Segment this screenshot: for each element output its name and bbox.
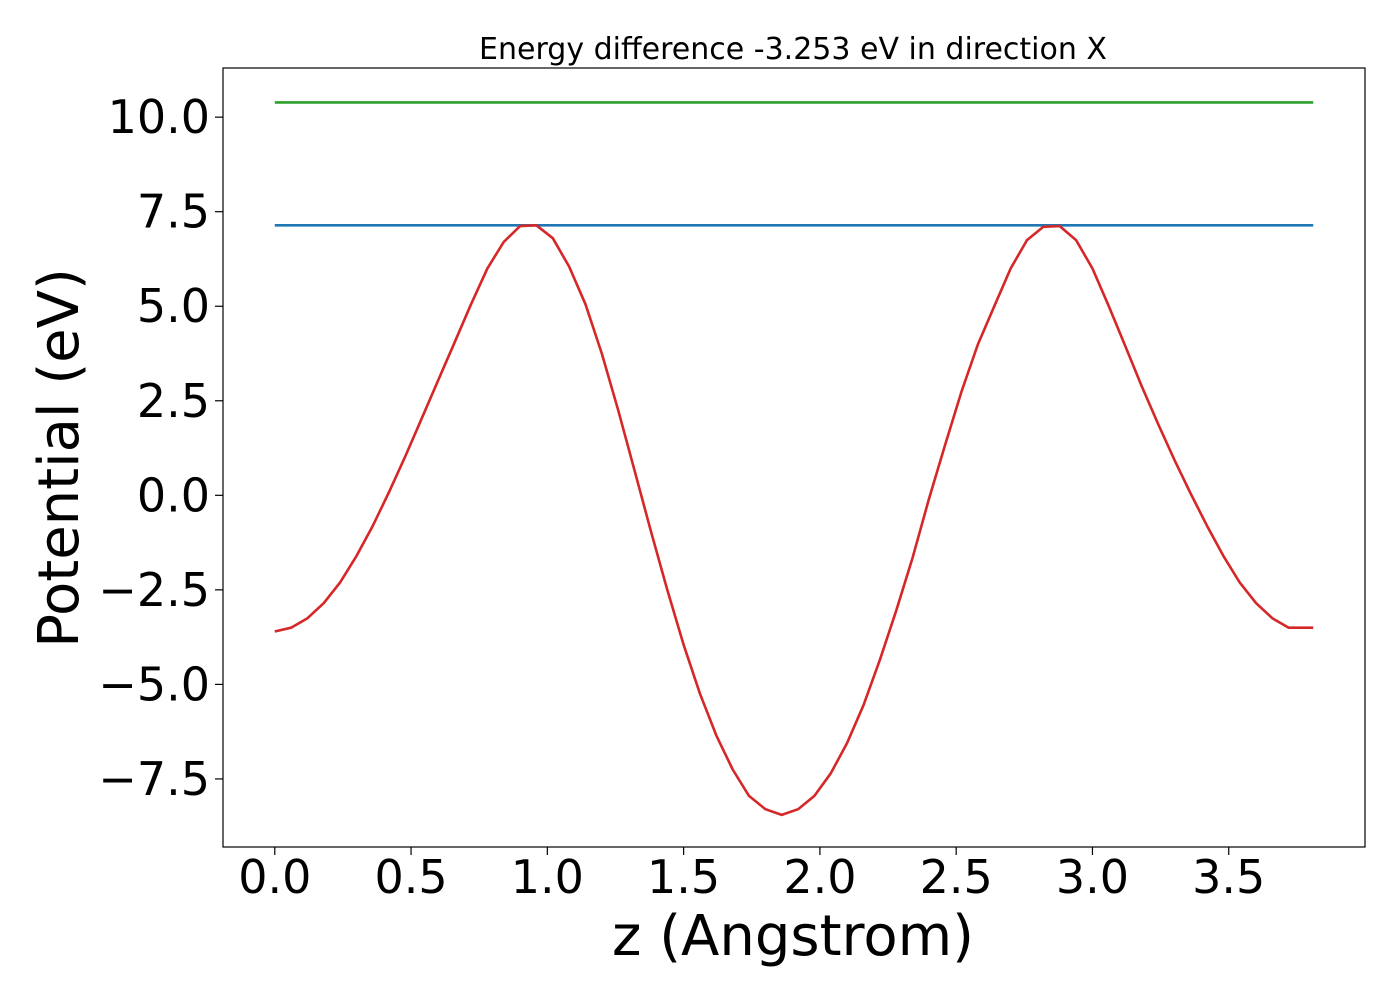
x-tick-label: 1.5 bbox=[647, 850, 720, 904]
y-tick-label: −5.0 bbox=[98, 657, 210, 711]
y-tick-label: 0.0 bbox=[137, 468, 210, 522]
y-tick-label: 7.5 bbox=[137, 185, 210, 239]
x-axis: 0.0 0.5 1.0 1.5 2.0 2.5 3.0 3.5 bbox=[238, 847, 1265, 904]
series-layer bbox=[274, 101, 1314, 817]
y-tick-label: −2.5 bbox=[98, 563, 210, 617]
x-tick-label: 3.0 bbox=[1056, 850, 1129, 904]
x-tick-label: 2.5 bbox=[920, 850, 993, 904]
x-tick-label: 0.5 bbox=[374, 850, 447, 904]
x-tick-label: 1.0 bbox=[511, 850, 584, 904]
x-tick-label: 2.0 bbox=[783, 850, 856, 904]
y-axis-label: Potential (eV) bbox=[27, 268, 92, 648]
y-tick-label: 2.5 bbox=[137, 374, 210, 428]
y-tick-label: −7.5 bbox=[98, 752, 210, 806]
chart-title: Energy difference -3.253 eV in direction… bbox=[479, 32, 1107, 67]
x-tick-label: 0.0 bbox=[238, 850, 311, 904]
y-tick-label: 5.0 bbox=[137, 279, 210, 333]
x-axis-label: z (Angstrom) bbox=[612, 904, 974, 969]
y-axis: 10.0 7.5 5.0 2.5 0.0 −2.5 −5.0 −7.5 bbox=[98, 90, 223, 806]
x-tick-label: 3.5 bbox=[1192, 850, 1265, 904]
y-tick-label: 10.0 bbox=[108, 90, 210, 144]
plot-frame bbox=[222, 67, 1366, 848]
series-line-2 bbox=[274, 224, 1314, 817]
